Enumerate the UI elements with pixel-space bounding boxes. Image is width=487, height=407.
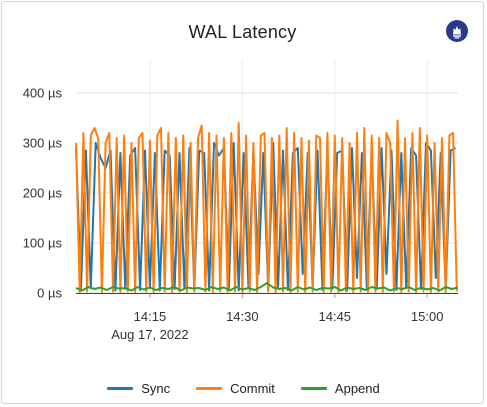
series-lines: [75, 119, 459, 293]
series-line-append: [75, 282, 459, 292]
legend-item-commit[interactable]: Commit: [196, 381, 275, 396]
y-tick-label: 300 µs: [23, 136, 63, 151]
legend-label-commit: Commit: [230, 381, 275, 396]
y-axis: 0 µs 100 µs 200 µs 300 µs 400 µs: [23, 86, 63, 301]
legend-label-sync: Sync: [141, 381, 171, 396]
x-tick-label: 14:45: [319, 309, 352, 324]
y-tick-label: 200 µs: [23, 186, 63, 201]
chart-title: WAL Latency: [188, 22, 297, 42]
legend-swatch-commit: [196, 387, 223, 390]
y-tick-label: 400 µs: [23, 86, 63, 101]
legend-swatch-sync: [107, 387, 134, 390]
legend-label-append: Append: [334, 381, 380, 396]
y-tick-label: 100 µs: [23, 236, 63, 251]
legend-item-append[interactable]: Append: [300, 381, 380, 396]
prometheus-logo-icon: [445, 19, 469, 43]
x-axis: 14:15 14:30 14:45 15:00 Aug 17, 2022: [76, 293, 458, 342]
x-date-label: Aug 17, 2022: [111, 327, 188, 342]
x-tick-label: 14:15: [134, 309, 167, 324]
legend-swatch-append: [300, 387, 327, 390]
legend: Sync Commit Append: [0, 381, 487, 396]
series-line-commit: [75, 119, 458, 293]
x-tick-label: 15:00: [411, 309, 444, 324]
y-tick-label: 0 µs: [37, 286, 62, 301]
x-tick-label: 14:30: [226, 309, 259, 324]
legend-item-sync[interactable]: Sync: [107, 381, 170, 396]
